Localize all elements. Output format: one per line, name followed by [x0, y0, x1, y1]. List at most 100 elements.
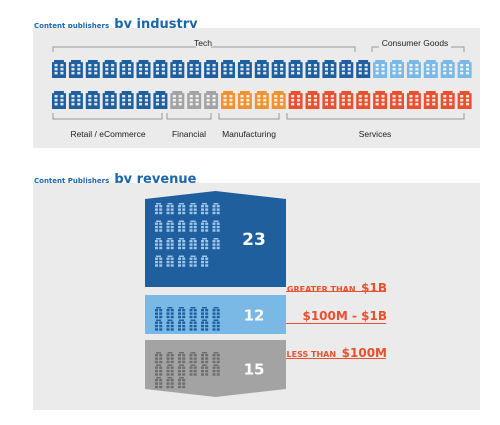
revenue-building-icon-2-3	[178, 307, 186, 319]
revenue-building-icon-1-6	[212, 203, 220, 215]
revenue-building-icon-3-5	[201, 352, 209, 364]
revenue-building-icon-1-4	[189, 203, 197, 215]
line-100m-1b	[286, 323, 386, 324]
building-icon-retail-ecommerce-6	[136, 91, 151, 109]
building-icon-tech-1	[52, 60, 66, 78]
revenue-building-icon-3-8	[166, 364, 174, 376]
building-icon-tech-6	[136, 60, 151, 78]
building-icon-consumer-goods-2	[390, 60, 404, 78]
building-icon-consumer-goods-3	[406, 60, 421, 78]
building-icon-financial-3	[204, 91, 219, 109]
revenue-building-icon-2-12	[212, 319, 220, 331]
revenue-building-icon-3-14	[166, 377, 174, 389]
revenue-building-icon-3-6	[212, 352, 220, 364]
building-icon-services-9	[423, 91, 438, 109]
building-icon-manufacturing-4	[271, 91, 286, 109]
group-label-manufacturing: Manufacturing	[222, 129, 276, 139]
label-mid-big: $100M - $1B	[302, 309, 387, 323]
group-label-services: Services	[358, 129, 392, 139]
revenue-building-icon-1-16	[189, 238, 197, 250]
building-icon-tech-17	[322, 60, 337, 78]
revenue-building-icon-2-5	[201, 307, 209, 319]
revenue-building-icon-1-22	[189, 255, 197, 267]
bracket-retail	[52, 113, 163, 120]
revenue-building-icon-2-8	[166, 319, 174, 331]
revenue-building-icon-3-13	[155, 377, 163, 389]
building-icon-tech-10	[204, 60, 219, 78]
building-icon-retail-ecommerce-7	[153, 91, 168, 109]
building-icon-manufacturing-1	[221, 91, 235, 109]
building-icon-services-3	[322, 91, 337, 109]
building-icon-services-7	[390, 91, 404, 109]
building-icon-tech-12	[237, 60, 252, 78]
label-greater-big: $1B	[361, 281, 387, 295]
label-less-than-100m: LESS THAN $100M	[287, 342, 387, 361]
building-icon-services-5	[356, 91, 371, 109]
revenue-building-icon-2-6	[212, 307, 220, 319]
revenue-building-icon-2-9	[178, 319, 186, 331]
revenue-building-icon-3-12	[212, 364, 220, 376]
revenue-building-icon-2-2	[166, 307, 174, 319]
revenue-building-icon-3-10	[189, 364, 197, 376]
revenue-building-icon-1-7	[155, 220, 163, 232]
revenue-building-icon-3-7	[155, 364, 163, 376]
revenue-building-icon-1-20	[166, 255, 174, 267]
building-icon-retail-ecommerce-5	[119, 91, 134, 109]
revenue-building-icon-1-23	[201, 255, 209, 267]
revenue-building-icon-2-4	[189, 307, 197, 319]
revenue-building-icon-1-14	[166, 238, 174, 250]
revenue-stack-svg: 23 12 15	[145, 191, 286, 397]
building-icon-tech-19	[356, 60, 371, 78]
revenue-building-icon-1-11	[201, 220, 209, 232]
building-icon-financial-2	[187, 91, 202, 109]
building-icon-services-10	[440, 91, 455, 109]
revenue-building-icon-1-1	[155, 203, 163, 215]
bracket-manufacturing	[218, 113, 280, 120]
revenue-building-icon-1-12	[212, 220, 220, 232]
building-icon-consumer-goods-5	[440, 60, 455, 78]
industry-chart-panel: Tech Consumer Goods Retail / eCommerce F…	[33, 28, 480, 148]
revenue-building-icon-1-15	[178, 238, 186, 250]
building-icon-services-2	[305, 91, 320, 109]
revenue-building-icon-1-8	[166, 220, 174, 232]
industry-icons-svg	[52, 46, 472, 120]
building-icon-consumer-goods-6	[457, 60, 472, 78]
building-icon-tech-9	[187, 60, 202, 78]
revenue-building-icon-1-3	[178, 203, 186, 215]
revenue-building-icon-3-15	[178, 377, 186, 389]
revenue-building-icon-2-1	[155, 307, 163, 319]
label-greater-than-1b: GREATER THAN $1B	[287, 277, 387, 296]
revenue-value-1: 23	[242, 230, 266, 250]
building-icon-consumer-goods-1	[373, 60, 388, 78]
label-less-big: $100M	[341, 346, 387, 360]
building-icon-services-11	[457, 91, 472, 109]
bracket-consumer-goods	[371, 46, 465, 52]
building-icon-retail-ecommerce-2	[68, 91, 83, 109]
revenue-building-icon-3-3	[178, 352, 186, 364]
revenue-building-icon-2-7	[155, 319, 163, 331]
revenue-building-icon-3-1	[155, 352, 163, 364]
building-icon-services-8	[406, 91, 421, 109]
building-icon-services-1	[288, 91, 303, 109]
top-brackets	[52, 46, 465, 120]
building-icon-retail-ecommerce-1	[52, 91, 66, 109]
revenue-building-icon-3-11	[201, 364, 209, 376]
building-icon-tech-16	[305, 60, 320, 78]
label-less-small: LESS THAN	[286, 350, 337, 359]
building-icon-tech-15	[288, 60, 303, 78]
building-icon-tech-5	[119, 60, 134, 78]
building-icon-tech-2	[68, 60, 83, 78]
revenue-building-icon-1-10	[189, 220, 197, 232]
revenue-building-icon-1-2	[166, 203, 174, 215]
building-icon-retail-ecommerce-4	[102, 91, 117, 109]
revenue-building-icon-3-4	[189, 352, 197, 364]
label-100m-1b: $100M - $1B	[302, 305, 387, 324]
revenue-value-2: 12	[244, 307, 265, 325]
revenue-building-icon-1-19	[155, 255, 163, 267]
revenue-building-icon-2-11	[201, 319, 209, 331]
group-label-tech: Tech	[194, 38, 212, 48]
group-label-financial: Financial	[171, 129, 207, 139]
revenue-building-icon-3-9	[178, 364, 186, 376]
building-icon-tech-7	[153, 60, 168, 78]
group-label-consumer-goods: Consumer Goods	[381, 38, 449, 48]
